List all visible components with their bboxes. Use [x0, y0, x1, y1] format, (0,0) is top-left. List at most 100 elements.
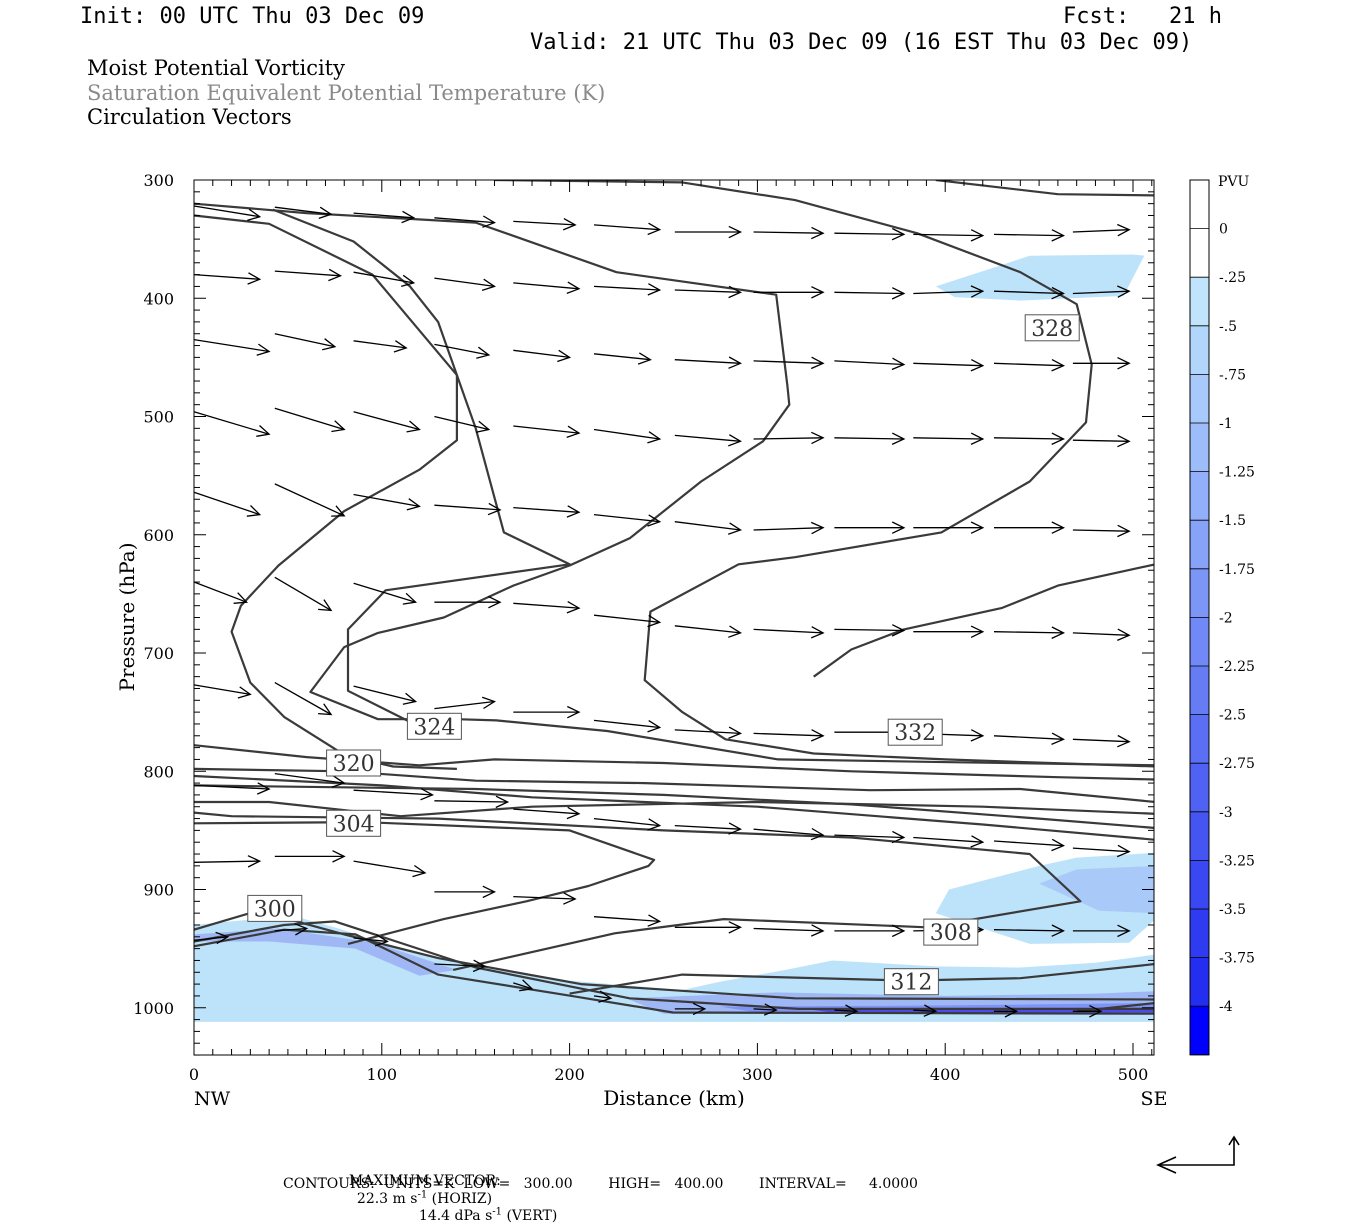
- init-time: Init: 00 UTC Thu 03 Dec 09: [80, 4, 425, 29]
- contour-label: 328: [1024, 314, 1080, 342]
- circulation-vector: [193, 411, 271, 437]
- circulation-vector: [274, 576, 333, 612]
- horiz-exp: -1: [417, 1189, 428, 1200]
- colorbar-swatch: [1190, 617, 1209, 667]
- circulation-vector: [513, 806, 581, 820]
- circulation-vector: [593, 352, 652, 365]
- circulation-vector: [834, 521, 906, 534]
- circulation-vector: [274, 772, 346, 788]
- y-tick-label: 400: [143, 289, 174, 308]
- svg-text:312: 312: [890, 971, 932, 996]
- colorbar-label: -2: [1219, 610, 1233, 626]
- circulation-vector: [834, 1004, 859, 1017]
- circulation-vector: [753, 226, 825, 240]
- circulation-vector: [674, 625, 742, 638]
- theta-es-contour: [194, 800, 1154, 818]
- circulation-vector: [353, 788, 434, 801]
- circulation-vector: [674, 521, 742, 535]
- circulation-vector: [834, 357, 906, 371]
- contour-label: 324: [406, 712, 462, 740]
- title-theta-es: Saturation Equivalent Potential Temperat…: [87, 81, 606, 105]
- circulation-vector: [993, 229, 1065, 242]
- circulation-vector: [994, 521, 1065, 534]
- max-vector-vert: 14.4 dPa s-1 (VERT): [419, 1207, 558, 1224]
- circulation-vector: [513, 892, 577, 905]
- circulation-vector: [1072, 924, 1131, 938]
- circulation-vector: [913, 521, 985, 534]
- circulation-vector: [1072, 524, 1131, 538]
- circulation-vector: [1072, 628, 1131, 641]
- circulation-vector: [353, 860, 427, 878]
- circulation-vector: [434, 795, 510, 809]
- circulation-vector: [674, 356, 742, 369]
- x-axis-label: Distance (km): [603, 1086, 745, 1110]
- circulation-vector: [513, 505, 581, 518]
- colorbar-swatch: [1190, 325, 1209, 375]
- contour-label: 332: [887, 718, 943, 746]
- theta-es-contour: [494, 180, 1154, 768]
- circulation-vector: [753, 1003, 778, 1016]
- circulation-vector: [193, 855, 262, 868]
- y-axis-label: Pressure (hPa): [115, 543, 139, 692]
- circulation-vector: [1072, 434, 1131, 448]
- circulation-vector: [1072, 223, 1131, 237]
- pv-region: [1039, 865, 1154, 914]
- circulation-vector: [434, 696, 496, 710]
- circulation-vector: [1072, 844, 1131, 858]
- circulation-vector: [753, 827, 825, 841]
- circulation-vector: [193, 931, 230, 945]
- circulation-vector: [513, 425, 581, 439]
- colorbar-label: -3: [1219, 805, 1233, 821]
- colorbar-swatch: [1190, 180, 1209, 230]
- x-tick-label: 400: [930, 1065, 961, 1084]
- circulation-vector: [913, 835, 985, 848]
- circulation-vector: [753, 924, 825, 937]
- circulation-vector: [274, 483, 346, 517]
- colorbar-swatch: [1190, 666, 1209, 716]
- circulation-vector: [674, 434, 742, 447]
- colorbar-label: -1.5: [1219, 513, 1246, 529]
- circulation-vector: [513, 349, 572, 363]
- circulation-vector: [193, 684, 252, 699]
- horiz-value: 22.3 m s: [356, 1190, 418, 1207]
- colorbar-swatch: [1190, 811, 1209, 861]
- x-tick-label: 100: [367, 1065, 398, 1084]
- circulation-vector: [353, 582, 418, 605]
- colorbar-label: -3.5: [1219, 902, 1246, 918]
- max-vector-label: MAXIMUM VECTOR:: [348, 1173, 501, 1189]
- vert-tag: (VERT): [506, 1208, 558, 1224]
- theta-es-contour: [194, 202, 1154, 767]
- svg-text:332: 332: [894, 721, 936, 746]
- circulation-vector: [434, 959, 487, 973]
- circulation-vector: [434, 595, 502, 609]
- contour-label: 304: [326, 809, 382, 837]
- colorbar-label: -2.75: [1219, 756, 1255, 772]
- reference-vector-icon: [1156, 1135, 1240, 1174]
- theta-es-contour: [194, 774, 1154, 841]
- circulation-vector: [434, 502, 502, 516]
- colorbar-swatch: [1190, 1006, 1209, 1056]
- colorbar-swatch: [1190, 228, 1209, 278]
- circulation-vector: [834, 624, 906, 637]
- circulation-vector: [353, 493, 421, 511]
- colorbar-label: -.25: [1219, 270, 1246, 286]
- colorbar-label: -1.25: [1219, 465, 1255, 481]
- circulation-vector: [353, 271, 416, 288]
- colorbar-unit: PVU: [1218, 174, 1250, 190]
- circulation-vector: [193, 782, 271, 795]
- contour-label: 312: [883, 968, 939, 996]
- circulation-vector: [274, 682, 333, 716]
- y-tick-label: 800: [143, 762, 174, 781]
- theta-es-contour: [194, 744, 1154, 781]
- circulation-vector: [674, 726, 742, 740]
- circulation-vector: [753, 286, 825, 299]
- horiz-tag: (HORIZ): [431, 1190, 493, 1207]
- circulation-vector: [993, 838, 1065, 852]
- circulation-vector: [993, 732, 1065, 745]
- circulation-vector: [753, 356, 825, 370]
- colorbar-label: -3.75: [1219, 951, 1255, 967]
- circulation-vector: [274, 923, 309, 936]
- circulation-vector: [994, 1005, 1019, 1018]
- pv-region: [194, 928, 457, 976]
- endpoint-left: NW: [194, 1088, 231, 1110]
